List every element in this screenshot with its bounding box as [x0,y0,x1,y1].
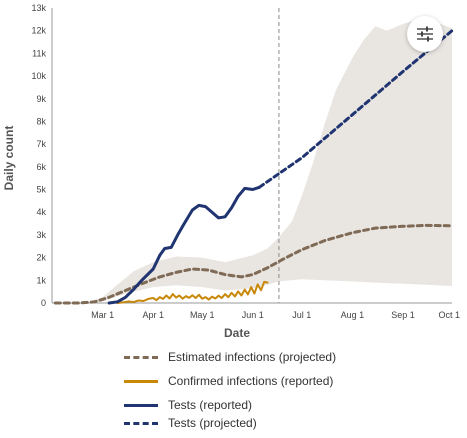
y-axis-title: Daily count [2,126,16,191]
x-tick-label: Mar 1 [91,310,114,320]
x-tick-label: Apr 1 [142,310,164,320]
x-tick-label: Sep 1 [391,310,415,320]
chart-settings-button[interactable] [407,16,443,52]
y-tick-label: 0 [41,298,46,308]
y-tick-label: 12k [31,26,46,36]
legend-swatch [124,421,158,425]
legend-item-tests-reported[interactable]: Tests (reported) [124,396,336,414]
chart: 0 1k 2k 3k 4k 5k 6k 7k 8k 9k 10k 11k 12k 13k Mar 1 Apr … [2,3,460,340]
series-line-0 [53,223,454,305]
x-tick-label: Jul 1 [292,310,311,320]
y-tick-label: 9k [36,94,46,104]
series-line-2 [107,185,261,305]
y-tick-label: 13k [31,3,46,13]
legend-swatch [124,355,158,359]
x-tick-label: Jun 1 [242,310,264,320]
uncertainty-band-layer [70,20,452,303]
legend: Estimated infections (projected) Confirm… [124,348,336,438]
y-tick-label: 11k [32,48,46,58]
y-tick-label: 1k [36,275,46,285]
y-tick-label: 2k [36,253,46,263]
series-layer [53,29,454,305]
sliders-icon [417,26,433,42]
uncertainty-band [70,20,452,303]
legend-swatch [124,379,158,383]
legend-item-estimated-infections[interactable]: Estimated infections (projected) [124,348,336,366]
series-line-3 [257,29,454,189]
y-tick-label: 6k [36,162,46,172]
y-tick-label: 3k [36,230,46,240]
x-axis-title: Date [224,326,250,340]
y-tick-label: 4k [36,207,46,217]
y-tick-label: 10k [31,71,46,81]
x-tick-label: May 1 [190,310,215,320]
x-tick-label: Oct 1 [438,310,460,320]
legend-label: Tests (reported) [168,398,253,412]
legend-label: Estimated infections (projected) [168,350,337,364]
series-line-1 [116,280,269,304]
legend-swatch [124,403,158,407]
legend-label: Tests (projected) [168,416,257,430]
y-tick-label: 7k [36,139,46,149]
x-tick-label: Aug 1 [341,310,365,320]
y-tick-label: 5k [36,185,46,195]
tick-labels: 0 1k 2k 3k 4k 5k 6k 7k 8k 9k 10k 11k 12k 13k Mar 1 Apr … [31,3,460,320]
legend-label: Confirmed infections (reported) [168,374,334,388]
legend-item-confirmed-infections[interactable]: Confirmed infections (reported) [124,372,336,390]
legend-item-tests-projected[interactable]: Tests (projected) [124,414,336,432]
y-tick-label: 8k [36,116,46,126]
